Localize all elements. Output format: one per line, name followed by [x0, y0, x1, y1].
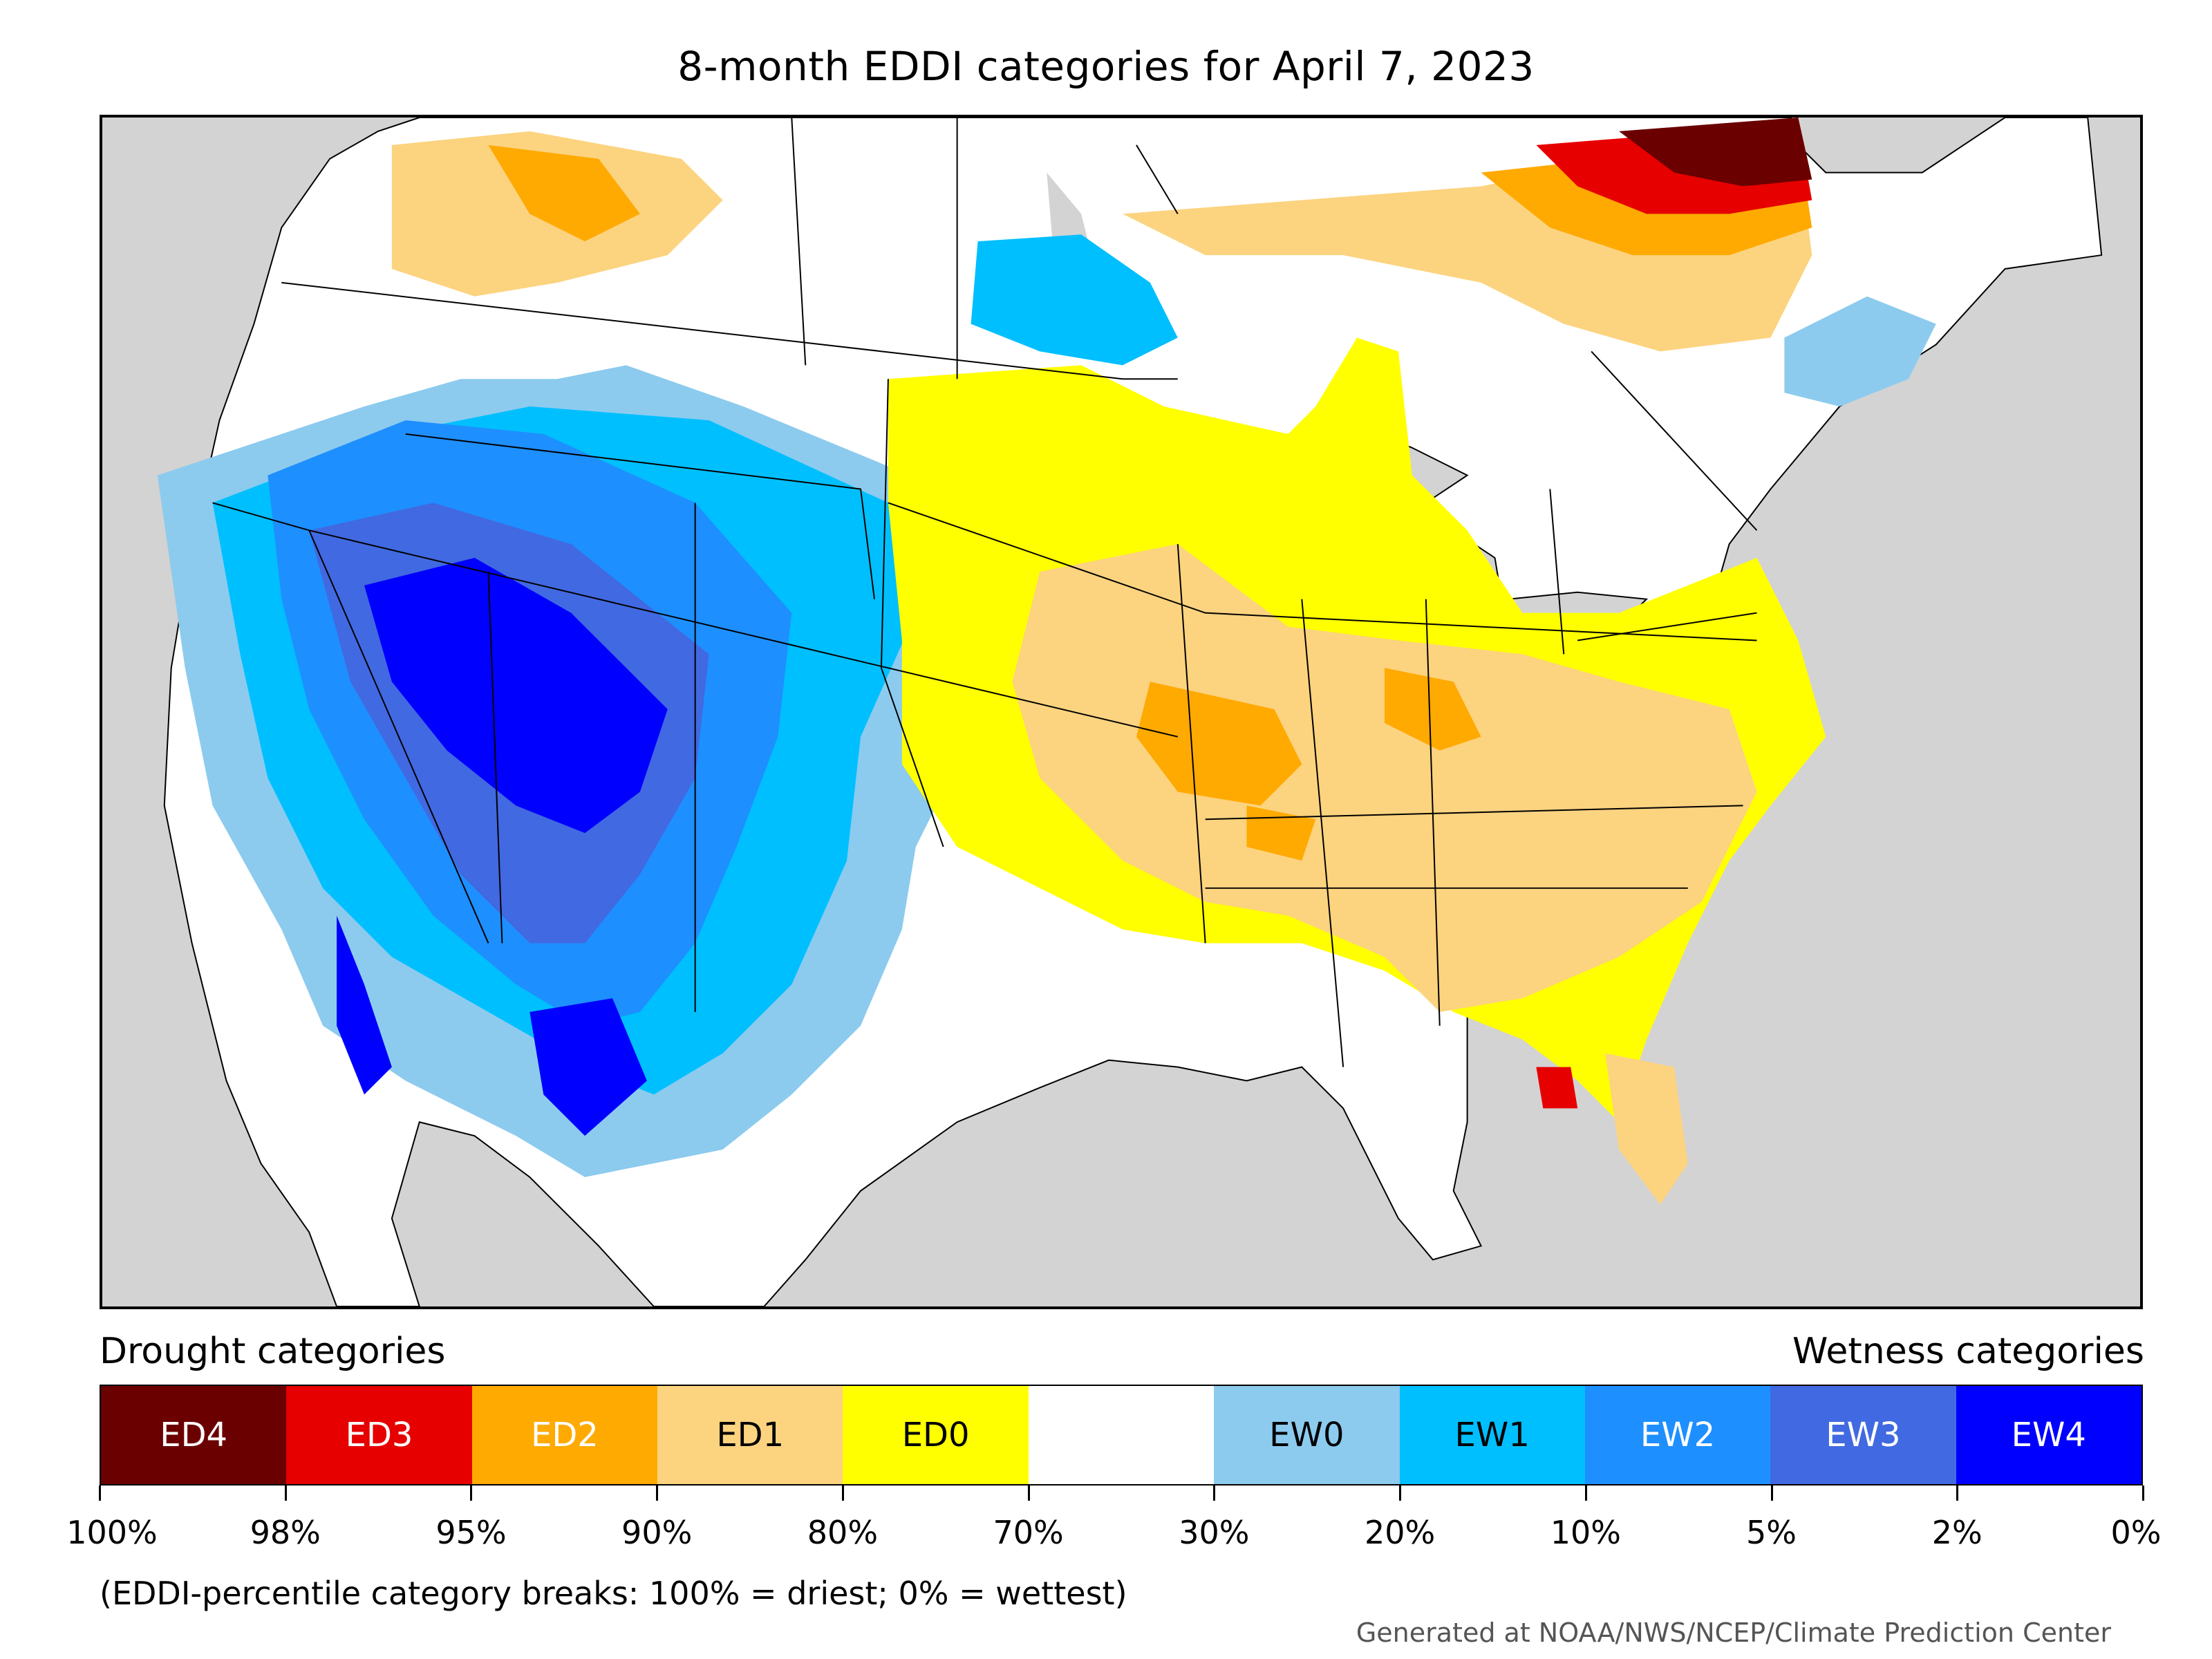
colorbar-tick — [99, 1485, 101, 1501]
colorbar-tick-label: 10% — [1550, 1514, 1621, 1551]
colorbar-cell-ed1: ED1 — [657, 1386, 843, 1484]
colorbar-tick — [656, 1485, 659, 1501]
colorbar-tick-label: 70% — [993, 1514, 1064, 1551]
colorbar-tick-label: 30% — [1179, 1514, 1250, 1551]
drought-categories-heading: Drought categories — [100, 1331, 446, 1372]
colorbar-tick — [841, 1485, 844, 1501]
colorbar-ticks — [99, 1485, 2144, 1502]
dry-quebec-ed4 — [1619, 118, 1812, 187]
colorbar-tick — [470, 1485, 473, 1501]
colorbar-tick-label: 98% — [250, 1514, 321, 1551]
colorbar-tick-label: 95% — [435, 1514, 507, 1551]
colorbar-cell-ew0: EW0 — [1214, 1386, 1400, 1484]
dry-florida-ed3 — [1536, 1067, 1578, 1109]
wetness-categories-heading: Wetness categories — [1792, 1331, 2144, 1372]
map-canvas — [157, 118, 2103, 1306]
wet-ew0-northeast — [1784, 296, 1936, 407]
dry-pacific-nw-ed2 — [488, 144, 640, 242]
category-colorbar: ED4 ED3 ED2 ED1 ED0 EW0 EW1 EW2 EW3 EW4 — [100, 1385, 2143, 1485]
wet-ew4-region — [337, 558, 668, 1136]
colorbar-tick-label: 90% — [621, 1514, 693, 1551]
colorbar-tick-label: 0% — [2110, 1514, 2162, 1551]
wet-ew1-north — [971, 234, 1178, 366]
eddi-map — [100, 115, 2143, 1309]
colorbar-cell-ew4: EW4 — [1956, 1386, 2141, 1484]
colorbar-tick-label: 100% — [66, 1514, 158, 1551]
credit-line: Generated at NOAA/NWS/NCEP/Climate Predi… — [1356, 1618, 2111, 1648]
colorbar-cell-ed3: ED3 — [286, 1386, 472, 1484]
colorbar-tick-label: 2% — [1931, 1514, 1983, 1551]
map-title: 8-month EDDI categories for April 7, 202… — [677, 43, 1535, 90]
colorbar-tick-label: 80% — [807, 1514, 879, 1551]
colorbar-tick — [1584, 1485, 1587, 1501]
colorbar-cell-ew1: EW1 — [1399, 1386, 1585, 1484]
colorbar-cell-ed4: ED4 — [101, 1386, 287, 1484]
colorbar-tick-label: 5% — [1746, 1514, 1797, 1551]
colorbar-tick — [284, 1485, 287, 1501]
colorbar-cell-ed2: ED2 — [471, 1386, 658, 1484]
colorbar-cell-neutral — [1028, 1386, 1215, 1484]
colorbar-tick — [1027, 1485, 1030, 1501]
colorbar-cell-ed0: ED0 — [843, 1386, 1029, 1484]
political-boundaries — [212, 118, 1758, 1067]
colorbar-tick — [1399, 1485, 1402, 1501]
colorbar-tick — [1213, 1485, 1216, 1501]
colorbar-tick — [2142, 1485, 2144, 1501]
colorbar-tick-label: 20% — [1364, 1514, 1436, 1551]
colorbar-tick — [1770, 1485, 1773, 1501]
percentile-footnote: (EDDI-percentile category breaks: 100% =… — [100, 1575, 1127, 1612]
colorbar-cell-ew3: EW3 — [1770, 1386, 1956, 1484]
colorbar-cell-ew2: EW2 — [1584, 1386, 1771, 1484]
dry-ed2-region — [1136, 668, 1481, 861]
colorbar-tick — [1956, 1485, 1959, 1501]
